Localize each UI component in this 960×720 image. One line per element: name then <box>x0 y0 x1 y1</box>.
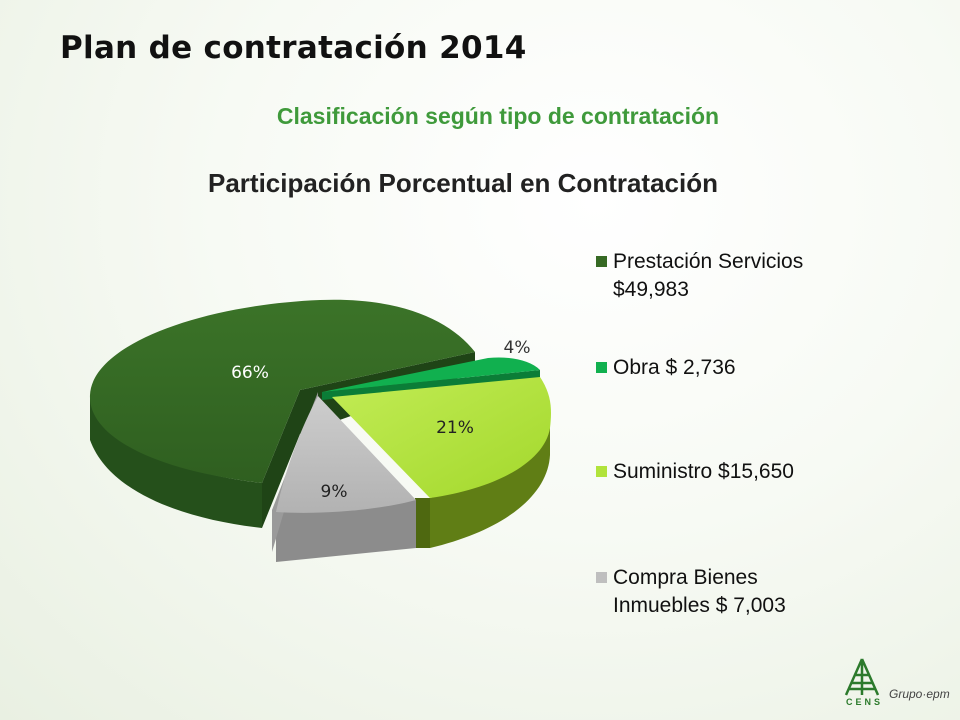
logo-group-name: Grupo·epm <box>889 687 950 701</box>
legend-swatch <box>596 466 607 477</box>
legend-swatch <box>596 362 607 373</box>
pie-slice-suministro <box>332 377 551 548</box>
legend-swatch <box>596 256 607 267</box>
chart-title: Participación Porcentual en Contratación <box>208 168 718 198</box>
legend-item-prestacion: Prestación Servicios $49,983 <box>596 248 896 304</box>
tower-icon <box>844 658 880 696</box>
pie-slice-obra <box>322 357 540 400</box>
legend-item-compra: Compra Bienes Inmuebles $ 7,003 <box>596 564 896 620</box>
logo-wordmark: CENS <box>846 697 884 707</box>
pie-label-suministro: 21% <box>436 418 474 438</box>
slide-subtitle: Clasificación según tipo de contratación <box>276 103 720 129</box>
pie-label-prestacion: 66% <box>231 363 269 383</box>
slide-title: Plan de contratación 2014 <box>60 30 527 66</box>
legend-label: Inmuebles $ 7,003 <box>613 594 786 617</box>
legend-item-suministro: Suministro $15,650 <box>596 458 896 486</box>
legend-item-obra: Obra $ 2,736 <box>596 354 896 382</box>
legend-swatch <box>596 572 607 583</box>
cens-logo: CENS Grupo·epm <box>840 655 956 715</box>
legend-label: Obra $ 2,736 <box>613 356 736 379</box>
pie-label-compra: 9% <box>321 482 348 502</box>
legend-label: Suministro $15,650 <box>613 460 794 483</box>
legend-label: $49,983 <box>613 278 689 301</box>
pie-label-obra: 4% <box>504 338 531 358</box>
legend-label: Compra Bienes <box>613 566 758 589</box>
legend-label: Prestación Servicios <box>613 250 804 273</box>
pie-slice-compra-bienes <box>272 392 416 562</box>
